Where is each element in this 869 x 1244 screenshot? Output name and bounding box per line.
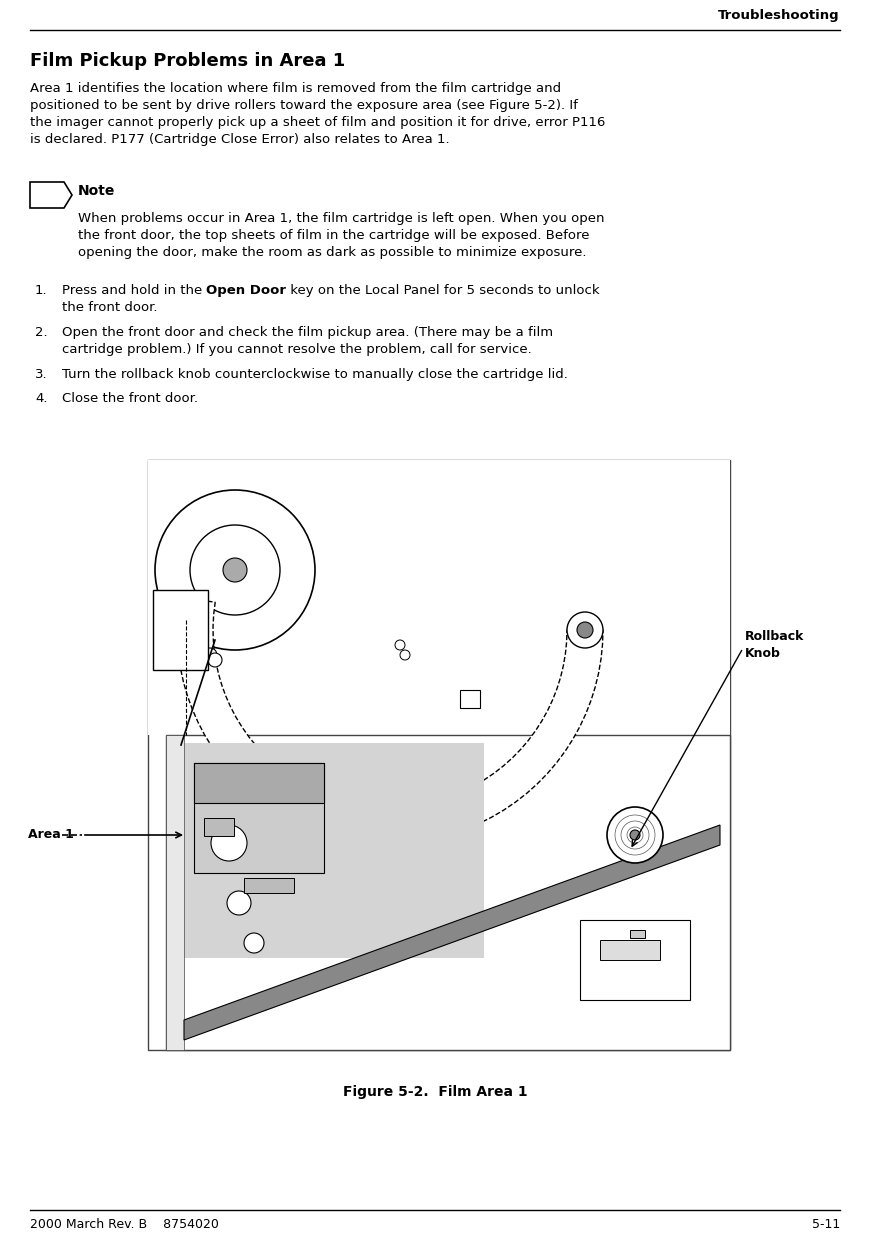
Text: Note: Note [78,184,116,198]
Text: Area 1 identifies the location where film is removed from the film cartridge and: Area 1 identifies the location where fil… [30,82,561,95]
Text: Open the front door and check the film pickup area. (There may be a film: Open the front door and check the film p… [62,326,553,340]
Text: 5-11: 5-11 [811,1218,839,1232]
Bar [194,763,323,802]
Circle shape [208,653,222,667]
Circle shape [155,490,315,651]
Text: Figure 5-2.  Film Area 1: Figure 5-2. Film Area 1 [342,1085,527,1098]
Text: Turn the rollback knob counterclockwise to manually close the cartridge lid.: Turn the rollback knob counterclockwise … [62,368,567,381]
Circle shape [607,807,662,863]
Text: Press and hold in the: Press and hold in the [62,284,206,297]
Bar [243,878,294,893]
Circle shape [576,622,593,638]
Bar [600,940,660,960]
Text: 4.: 4. [35,392,48,406]
Text: the front door, the top sheets of film in the cartridge will be exposed. Before: the front door, the top sheets of film i… [78,229,589,243]
Bar [166,735,729,1050]
Text: 2.: 2. [35,326,48,340]
Text: the front door.: the front door. [62,301,157,313]
Circle shape [395,639,405,651]
Bar [148,460,729,1050]
Bar [183,743,483,958]
Text: Film Pickup Problems in Area 1: Film Pickup Problems in Area 1 [30,52,345,70]
Text: Close the front door.: Close the front door. [62,392,198,406]
Circle shape [629,830,640,840]
Text: the imager cannot properly pick up a sheet of film and position it for drive, er: the imager cannot properly pick up a she… [30,116,605,129]
Text: Area 1: Area 1 [28,829,74,841]
Text: 2000 March Rev. B    8754020: 2000 March Rev. B 8754020 [30,1218,219,1232]
Text: Troubleshooting: Troubleshooting [718,9,839,22]
Bar [629,931,644,938]
Text: cartridge problem.) If you cannot resolve the problem, call for service.: cartridge problem.) If you cannot resolv… [62,343,531,356]
Circle shape [189,525,280,615]
Text: When problems occur in Area 1, the film cartridge is left open. When you open: When problems occur in Area 1, the film … [78,211,604,225]
Text: Open Door: Open Door [206,284,286,297]
Bar [153,590,208,671]
Bar [580,921,689,1000]
Bar [148,460,729,735]
Bar [460,690,480,708]
Circle shape [400,651,409,661]
Bar [166,735,183,1050]
Text: key on the Local Panel for 5 seconds to unlock: key on the Local Panel for 5 seconds to … [286,284,600,297]
Polygon shape [183,825,720,1040]
Text: opening the door, make the room as dark as possible to minimize exposure.: opening the door, make the room as dark … [78,246,586,259]
Text: 1.: 1. [35,284,48,297]
Circle shape [202,648,216,662]
Circle shape [222,559,247,582]
Text: Rollback
Knob: Rollback Knob [744,629,804,661]
Text: positioned to be sent by drive rollers toward the exposure area (see Figure 5-2): positioned to be sent by drive rollers t… [30,100,577,112]
Circle shape [211,825,247,861]
Bar [203,819,234,836]
Circle shape [567,612,602,648]
Bar [194,763,323,873]
Text: is declared. P177 (Cartridge Close Error) also relates to Area 1.: is declared. P177 (Cartridge Close Error… [30,133,449,146]
Circle shape [243,933,263,953]
Polygon shape [177,597,602,843]
Circle shape [227,891,251,916]
Text: 3.: 3. [35,368,48,381]
